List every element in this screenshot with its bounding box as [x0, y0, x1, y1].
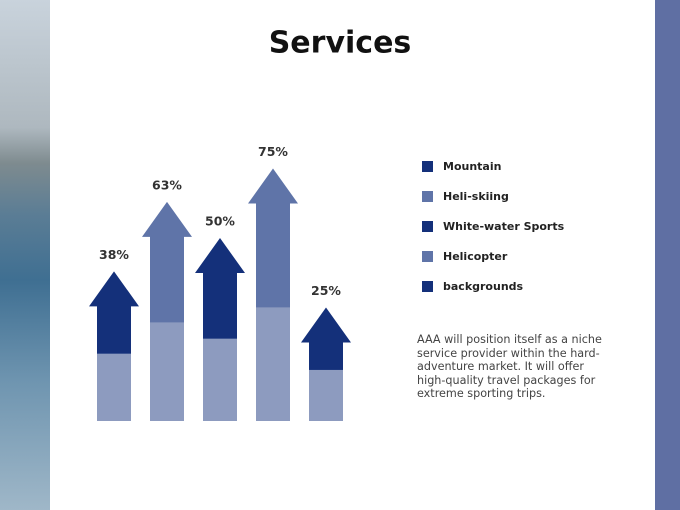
value-label: 63%	[152, 177, 182, 192]
value-label: 25%	[311, 283, 341, 298]
legend-label: White-water Sports	[443, 220, 565, 233]
arrow-base	[309, 369, 343, 421]
chart-title: Services	[269, 26, 412, 61]
value-label: 50%	[205, 214, 235, 229]
value-label: 38%	[99, 247, 129, 262]
value-label: 75%	[258, 144, 288, 159]
legend-label: Helicopter	[443, 250, 508, 263]
arrow-base	[256, 307, 290, 421]
description: AAA will position itself as a niche serv…	[417, 333, 602, 401]
legend-swatch	[422, 161, 433, 172]
legend-swatch	[422, 221, 433, 232]
legend-swatch	[422, 251, 433, 262]
legend-label: backgrounds	[443, 280, 524, 293]
arrow-base	[150, 322, 184, 421]
arrow-base	[97, 353, 131, 421]
side-bar	[655, 0, 680, 510]
legend-label: Heli-skiing	[443, 190, 509, 203]
arrow-base	[203, 338, 237, 421]
legend-label: Mountain	[443, 160, 501, 173]
sea-image	[0, 0, 50, 510]
legend-swatch	[422, 191, 433, 202]
legend-swatch	[422, 281, 433, 292]
